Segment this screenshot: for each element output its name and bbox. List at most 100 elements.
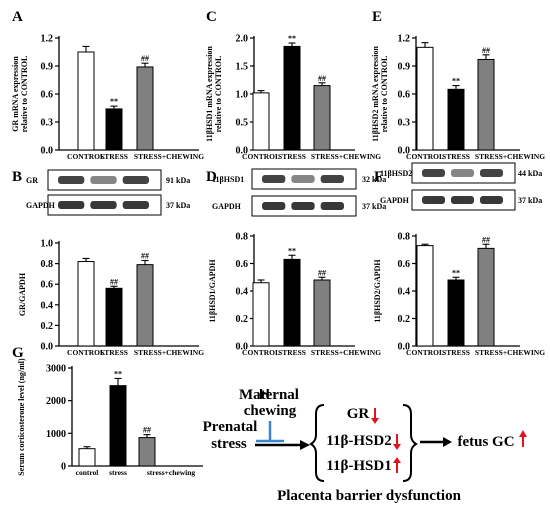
bar-control [78, 448, 96, 467]
bar-stress+chewing [477, 247, 495, 347]
y-axis-label: 11βHSD2/GAPDH [373, 259, 382, 323]
blot-kda-label: 44 kDa [518, 169, 542, 178]
y-axis-label: relative to CONTROL [20, 56, 29, 133]
right-brace [402, 404, 418, 482]
bar-control [252, 282, 270, 347]
panel-label-F: F [374, 169, 383, 185]
bar-control [77, 51, 95, 151]
x-category-label: CONTROL [242, 152, 280, 161]
bar-stress+chewing [136, 66, 154, 151]
fetus-gc-label: fetus GC [457, 434, 514, 450]
x-category-label: STRESS [278, 152, 306, 161]
x-category-label: STRESS [442, 152, 470, 161]
bar-control [77, 261, 95, 347]
panel-G: G 0 1000 2000 3000 Serum corticosterone level… [12, 345, 203, 477]
y-tick-label: 0.0 [236, 146, 249, 157]
y-tick-label: 0.9 [398, 62, 411, 73]
bar-control [416, 245, 434, 347]
bar-stress+chewing [136, 264, 154, 347]
bar-stress+chewing [313, 85, 331, 151]
x-category-label: STRESS [100, 152, 128, 161]
blot-kda-label: 37 kDa [518, 196, 542, 205]
x-category-label: STRESS [278, 348, 306, 357]
gr-down-arrow-head [371, 418, 379, 424]
y-tick-label: 0.3 [41, 118, 54, 129]
y-axis-label: 11βHSD2 mRNA expression [371, 46, 380, 142]
hsd1-up-arrow-head [393, 457, 401, 463]
hsd1-item: 11β-HSD1 [326, 458, 391, 474]
blot-protein-label: GAPDH [26, 201, 56, 210]
y-tick-label: 0.6 [236, 259, 249, 270]
blot-band [480, 169, 503, 177]
y-tick-label: 0.6 [41, 90, 54, 101]
blot-band [58, 176, 85, 184]
x-category-label: CONTROL [406, 152, 444, 161]
x-category-label: CONTROL [67, 152, 105, 161]
y-tick-label: 0.3 [398, 118, 411, 129]
x-category-label: STRESS+CHEWING [475, 152, 545, 161]
significance-mark: ## [318, 74, 326, 83]
blot-band [90, 176, 117, 184]
panel-A: A 0.0 0.3 0.6 0.9 1.2 GR mRNA expression relati… [11, 9, 204, 161]
x-category-label: STRESS+CHEWING [311, 348, 381, 357]
panel-E: E 0.0 0.3 0.6 0.9 1.2 11βHSD2 mRNA expression r… [371, 9, 545, 161]
y-tick-label: 0.8 [41, 259, 54, 270]
significance-mark: ## [143, 426, 151, 435]
x-category-label: STRESS+CHEWING [134, 152, 204, 161]
blot-protein-label: GAPDH [212, 202, 242, 211]
mechanism-diagram: H Maternal chewing Prenatal stress GR 11… [203, 386, 527, 504]
panel-label-H: H [259, 386, 270, 403]
y-tick-label: 1.5 [236, 62, 249, 73]
panel-label-A: A [12, 9, 23, 25]
bar-control [252, 92, 270, 151]
panel-D: D 0.0 0.2 0.4 0.6 0.8 11βHSD1/GAPDH CONTROL ** ST… [206, 168, 386, 357]
y-tick-label: 2.0 [236, 34, 249, 45]
significance-mark: ## [482, 235, 490, 244]
bar-stress [105, 287, 123, 347]
blot-band [422, 196, 445, 204]
blot-band [122, 176, 149, 184]
y-tick-label: 0.2 [236, 314, 249, 325]
blot-kda-label: 91 kDa [166, 176, 190, 185]
bar-stress [447, 88, 465, 151]
y-tick-label: 3000 [46, 364, 66, 375]
prenatal-stress-line1: Prenatal [203, 419, 258, 435]
hsd2-item: 11β-HSD2 [326, 433, 391, 449]
significance-mark: ** [288, 34, 296, 43]
bar-stress+chewing [138, 437, 156, 467]
blot-protein-label: GAPDH [380, 196, 410, 205]
bar-stress [447, 279, 465, 347]
blot-band [451, 196, 474, 204]
significance-mark: ## [482, 46, 490, 55]
x-category-label: CONTROL [242, 348, 280, 357]
blot-band [291, 175, 315, 183]
blot-band [320, 175, 344, 183]
bar-stress [283, 45, 301, 151]
y-tick-label: 0.8 [236, 232, 249, 243]
significance-mark: ** [114, 369, 122, 378]
y-axis-label: 11βHSD1/GAPDH [208, 259, 217, 323]
panel-label-D: D [206, 169, 217, 185]
outcome-arrow-head [443, 437, 452, 447]
blot-band [262, 202, 286, 210]
y-tick-label: 0.6 [398, 259, 411, 270]
prenatal-stress-line2: stress [211, 436, 247, 452]
y-tick-label: 1.0 [236, 90, 249, 101]
maternal-chewing-line1: Maternal [239, 387, 299, 403]
y-tick-label: 1.0 [41, 239, 54, 250]
y-tick-label: 0.9 [41, 62, 54, 73]
y-axis-label: GR mRNA expression [11, 56, 20, 132]
x-category-label: CONTROL [406, 348, 444, 357]
significance-mark: ## [141, 252, 149, 261]
y-tick-label: 1000 [46, 429, 66, 440]
blot-band [90, 201, 117, 209]
y-axis-label: 11βHSD1 mRNA expression [205, 46, 214, 142]
y-tick-label: 0.2 [41, 321, 54, 332]
y-tick-label: 2000 [46, 396, 66, 407]
y-tick-label: 0.6 [41, 280, 54, 291]
hsd2-down-arrow-head [393, 444, 401, 450]
blot-band [122, 201, 149, 209]
panel-B: B 0.0 0.2 0.4 0.6 0.8 1.0 GR/GAPDH CONTROL ## STRE… [12, 169, 204, 357]
y-axis-label: relative to CONTROL [380, 56, 389, 133]
